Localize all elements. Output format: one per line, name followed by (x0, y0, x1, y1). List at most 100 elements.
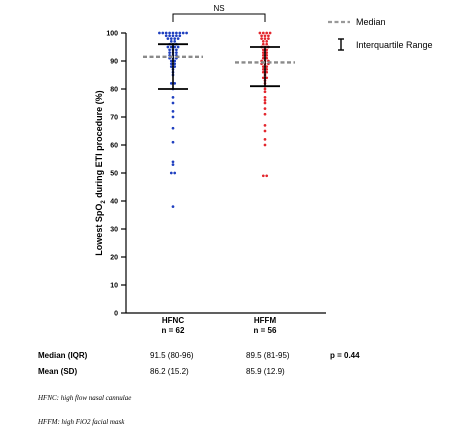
y-tick-label: 90 (110, 59, 118, 66)
stats-row-label: Mean (SD) (38, 367, 78, 376)
data-point (265, 68, 269, 71)
data-point (169, 40, 173, 43)
data-point (267, 37, 270, 40)
data-point (181, 31, 185, 35)
data-point (265, 54, 269, 57)
data-point (268, 31, 272, 35)
data-point (171, 101, 175, 105)
y-tick-label: 100 (106, 31, 118, 38)
data-point (169, 59, 173, 63)
data-point (175, 51, 178, 54)
stats-cell-hfnc: 86.2 (15.2) (150, 367, 189, 376)
data-point (263, 98, 267, 102)
data-point (265, 70, 269, 74)
y-tick-label: 40 (110, 199, 118, 206)
data-point (263, 96, 267, 99)
data-point (263, 90, 267, 94)
data-point (164, 34, 168, 38)
data-point (258, 31, 262, 35)
stats-cell-hffm: 85.9 (12.9) (246, 367, 285, 376)
data-point (263, 143, 267, 147)
data-point (158, 31, 161, 35)
data-point (173, 59, 177, 63)
data-point (260, 37, 263, 40)
data-point (171, 34, 175, 38)
data-points (158, 31, 272, 208)
data-point (169, 37, 173, 40)
data-point (267, 34, 270, 38)
y-tick-label: 10 (110, 283, 118, 290)
data-point (171, 126, 175, 130)
data-point (166, 37, 170, 40)
data-point (171, 110, 175, 113)
data-point (171, 31, 175, 35)
data-point (168, 34, 171, 38)
data-point (171, 163, 175, 166)
y-tick-label: 60 (110, 143, 118, 150)
data-point (261, 31, 265, 35)
data-point (169, 62, 173, 66)
data-point (173, 45, 177, 49)
data-point (178, 34, 182, 38)
data-point (261, 76, 265, 80)
stats-row-label: Median (IQR) (38, 351, 88, 360)
data-point (173, 65, 177, 68)
data-point (260, 34, 263, 38)
y-tick-label: 50 (110, 171, 118, 178)
data-point (261, 42, 265, 46)
data-point (173, 40, 177, 43)
stats-cell-hffm: 89.5 (81-95) (246, 351, 290, 360)
data-point (263, 124, 267, 127)
data-point (263, 129, 267, 133)
data-point (265, 40, 269, 43)
data-point (263, 138, 267, 141)
legend-median-label: Median (356, 17, 386, 27)
legend-iqr-label: Interquartile Range (356, 40, 433, 50)
data-point (175, 34, 178, 38)
summary-bars (143, 43, 295, 90)
data-point (161, 31, 165, 35)
stats-p-value: p = 0.44 (330, 351, 360, 360)
data-point (261, 68, 265, 71)
data-point (166, 45, 170, 49)
data-point (263, 87, 267, 91)
category-n-hfnc: n = 62 (162, 326, 185, 335)
data-point (173, 62, 177, 66)
stats-cell-hfnc: 91.5 (80-96) (150, 351, 194, 360)
data-point (265, 174, 269, 178)
data-point (169, 82, 173, 85)
y-tick-label: 0 (114, 311, 118, 318)
data-point (173, 37, 177, 40)
data-point (265, 56, 269, 60)
data-point (265, 65, 269, 68)
data-point (261, 51, 265, 54)
data-point (171, 160, 175, 164)
data-point (175, 31, 178, 35)
data-point (176, 45, 180, 49)
data-point (261, 48, 265, 52)
data-point (171, 115, 175, 119)
y-tick-label: 30 (110, 227, 118, 234)
y-ticks: 0 10 20 30 40 50 60 70 80 90 100 (106, 31, 126, 318)
category-n-hffm: n = 56 (254, 326, 277, 335)
data-point (265, 31, 269, 35)
data-point (175, 48, 178, 52)
footnote-hffm: HFFM: high FiO2 facial mask (38, 418, 125, 426)
y-axis-label: Lowest SpO2 during ETI procedure (%) (94, 90, 107, 255)
data-point (173, 171, 177, 175)
data-point (171, 140, 175, 144)
data-point (261, 56, 265, 60)
data-point (265, 48, 269, 52)
data-point (263, 101, 267, 105)
data-point (169, 45, 173, 49)
data-point (261, 65, 265, 68)
data-point (185, 31, 188, 35)
data-point (263, 37, 267, 40)
data-point (168, 31, 171, 35)
data-point (263, 107, 267, 110)
data-point (168, 51, 171, 54)
data-point (261, 174, 265, 178)
data-point (171, 96, 175, 99)
data-point (263, 34, 267, 38)
